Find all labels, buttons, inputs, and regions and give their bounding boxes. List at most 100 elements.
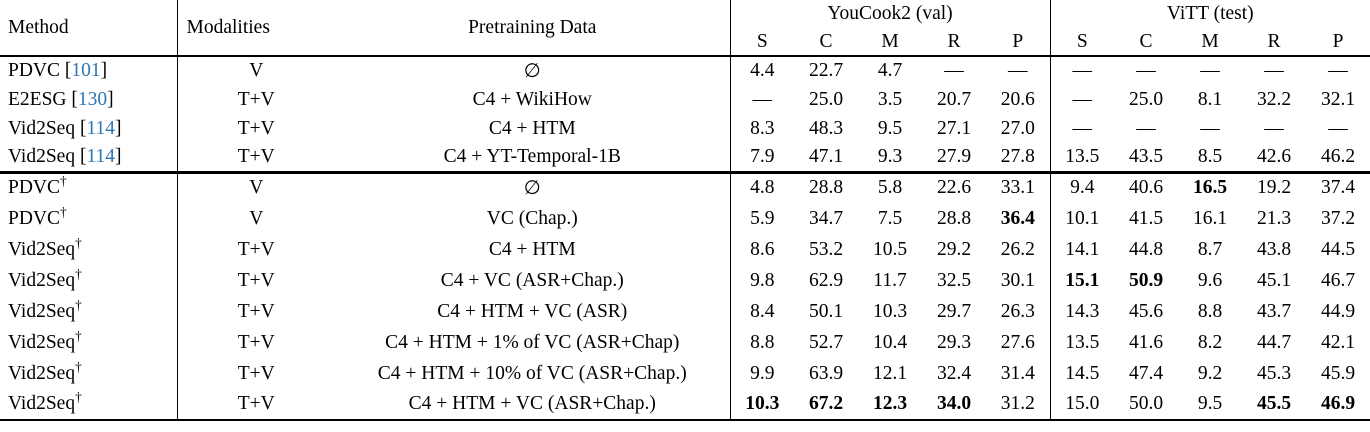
metric-cell-vitt-s: — <box>1072 60 1093 81</box>
metric-cell-yc-c: 50.1 <box>808 300 844 322</box>
metric-cell-yc-r: 29.7 <box>936 300 972 322</box>
metric-cell-yc-p: 33.1 <box>986 172 1051 203</box>
method-cell: E2ESG [130] <box>0 85 178 114</box>
column-header-metric-m: M <box>1201 30 1219 52</box>
citation-link[interactable]: 114 <box>86 145 115 167</box>
metric-cell-yc-c: 63.9 <box>808 362 844 384</box>
metric-cell-vitt-s: 14.3 <box>1065 300 1100 322</box>
column-header-metric-r: R <box>1267 30 1281 52</box>
table-row: Vid2Seq† T+V C4 + HTM + 1% of VC (ASR+Chap… <box>0 327 1370 358</box>
citation-link[interactable]: 101 <box>71 60 101 81</box>
metric-cell-yc-c: 34.7 <box>808 207 844 229</box>
metric-cell-vitt-p: 37.4 <box>1320 177 1356 199</box>
column-group-vitt: ViTT (test) <box>1166 3 1254 24</box>
dagger-marker: † <box>75 359 82 374</box>
metric-cell-yc-r: 34.0 <box>936 393 972 414</box>
metric-cell-vitt-c: 47.4 <box>1128 362 1164 384</box>
metric-cell-yc-c: 52.7 <box>808 331 844 353</box>
metric-cell-yc-m: 7.5 <box>877 207 903 229</box>
pretraining-data-cell: C4 + YT-Temporal-1B <box>335 143 731 172</box>
method-name: E2ESG <box>8 88 67 110</box>
metric-cell-yc-c: 28.8 <box>808 177 844 199</box>
metric-cell-yc-p: 30.1 <box>986 265 1051 296</box>
metric-cell-vitt-r: 45.1 <box>1256 269 1292 291</box>
modalities-cell: T+V <box>237 88 275 110</box>
modalities-cell: T+V <box>237 393 275 414</box>
method-cell: Vid2Seq† <box>0 234 178 265</box>
table-row: Vid2Seq† T+V C4 + HTM + VC (ASR) 8.4 50.1 10.… <box>0 296 1370 327</box>
table-row: PDVC [101] V ∅ 4.4 22.7 4.7 — — — — — — — <box>0 56 1370 85</box>
column-header-metric-s: S <box>756 30 768 52</box>
metric-cell-yc-m: 9.3 <box>877 145 903 167</box>
metric-cell-vitt-c: 50.9 <box>1128 269 1164 291</box>
table-row: Vid2Seq† T+V C4 + HTM 8.6 53.2 10.5 29.2 26.2 14… <box>0 234 1370 265</box>
metric-cell-yc-r: 32.4 <box>936 362 972 384</box>
metric-cell-vitt-p: 46.2 <box>1320 145 1356 167</box>
metric-cell-yc-p: 26.2 <box>986 234 1051 265</box>
metric-cell-vitt-m: 8.8 <box>1197 300 1223 322</box>
metric-cell-vitt-c: 43.5 <box>1128 145 1164 167</box>
metric-cell-vitt-p: 37.2 <box>1320 207 1356 229</box>
dagger-marker: † <box>75 328 82 343</box>
metric-cell-yc-m: 10.3 <box>872 300 908 322</box>
method-name: Vid2Seq <box>8 238 76 260</box>
table-row: Vid2Seq† T+V C4 + HTM + VC (ASR+Chap.) 10.3… <box>0 389 1370 420</box>
metric-cell-yc-r: 28.8 <box>936 207 972 229</box>
pretraining-data-cell: C4 + HTM + VC (ASR) <box>335 296 731 327</box>
pretraining-data-cell: C4 + HTM + VC (ASR+Chap.) <box>335 389 731 420</box>
metric-cell-yc-c: 48.3 <box>808 117 844 139</box>
metric-cell-vitt-s: 9.4 <box>1070 177 1095 199</box>
pretraining-data-cell: ∅ <box>335 56 731 85</box>
metric-cell-yc-s: — <box>752 88 773 110</box>
metric-cell-yc-r: 27.9 <box>936 145 972 167</box>
metric-cell-vitt-r: 43.7 <box>1256 300 1292 322</box>
column-header-metric-m: M <box>881 30 899 52</box>
metric-cell-vitt-m: 16.1 <box>1192 207 1228 229</box>
method-name: Vid2Seq <box>8 331 76 353</box>
table-row: Vid2Seq† T+V C4 + VC (ASR+Chap.) 9.8 62.9 11.… <box>0 265 1370 296</box>
modalities-cell: T+V <box>237 300 275 322</box>
table-section-ours: PDVC† V ∅ 4.8 28.8 5.8 22.6 33.1 9.4 40.6 16.5 19.2… <box>0 172 1370 420</box>
pretraining-data-cell: C4 + HTM + 10% of VC (ASR+Chap.) <box>335 358 731 389</box>
metric-cell-vitt-m: 9.6 <box>1197 269 1223 291</box>
metric-cell-yc-c: 62.9 <box>808 269 844 291</box>
method-cell: Vid2Seq [114] <box>0 114 178 143</box>
metric-cell-yc-s: 5.9 <box>750 207 775 229</box>
metric-cell-yc-p: 27.0 <box>986 114 1051 143</box>
dagger-marker: † <box>60 173 67 189</box>
method-name: Vid2Seq <box>8 300 76 322</box>
metric-cell-vitt-r: — <box>1264 60 1284 81</box>
metric-cell-vitt-s: 14.5 <box>1065 362 1100 384</box>
metric-cell-yc-r: 29.2 <box>936 238 972 260</box>
metric-cell-vitt-s: 15.0 <box>1065 393 1100 414</box>
metric-cell-vitt-p: 44.5 <box>1320 238 1356 260</box>
metric-cell-yc-r: 27.1 <box>936 117 972 139</box>
metric-cell-yc-s: 8.8 <box>750 331 775 353</box>
method-cell: Vid2Seq† <box>0 389 178 420</box>
metric-cell-yc-s: 10.3 <box>745 393 780 414</box>
citation-link[interactable]: 130 <box>77 88 108 110</box>
method-cell: Vid2Seq† <box>0 327 178 358</box>
metric-cell-vitt-r: 43.8 <box>1256 238 1292 260</box>
citation-link[interactable]: 114 <box>86 117 115 139</box>
metric-cell-vitt-p: 32.1 <box>1320 88 1356 110</box>
metric-cell-vitt-c: 25.0 <box>1128 88 1164 110</box>
metric-cell-vitt-r: 44.7 <box>1256 331 1292 353</box>
metric-cell-vitt-s: 15.1 <box>1065 269 1100 291</box>
modalities-cell: V <box>249 60 264 81</box>
column-header-modalities: Modalities <box>186 16 270 38</box>
column-header-pretraining-data: Pretraining Data <box>335 0 731 56</box>
metric-cell-yc-p: 36.4 <box>986 203 1051 234</box>
modalities-cell: T+V <box>237 331 275 353</box>
column-header-metric-c: C <box>1139 30 1153 52</box>
modalities-cell: T+V <box>237 117 275 139</box>
metric-cell-yc-p: 27.8 <box>986 143 1051 172</box>
column-header-metric-p: P <box>986 28 1051 56</box>
column-header-metric-s: S <box>1076 30 1088 52</box>
metric-cell-yc-s: 8.3 <box>750 117 775 139</box>
column-header-method: Method <box>0 0 178 56</box>
pretraining-data-cell: C4 + VC (ASR+Chap.) <box>335 265 731 296</box>
metric-cell-vitt-p: 46.9 <box>1320 393 1356 414</box>
dagger-marker: † <box>75 389 82 405</box>
metric-cell-yc-c: 25.0 <box>808 88 844 110</box>
